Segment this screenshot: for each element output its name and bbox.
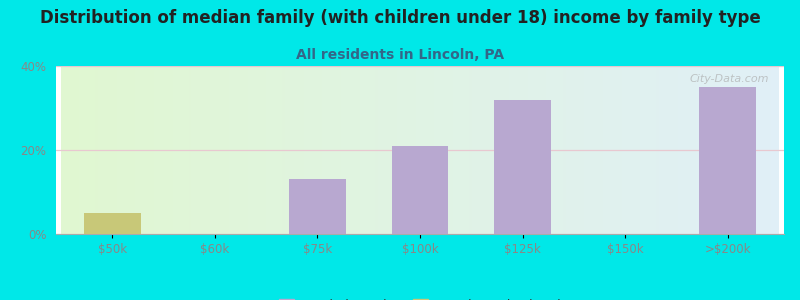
Bar	[392, 146, 448, 234]
Bar	[84, 213, 141, 234]
Text: All residents in Lincoln, PA: All residents in Lincoln, PA	[296, 48, 504, 62]
Text: Distribution of median family (with children under 18) income by family type: Distribution of median family (with chil…	[40, 9, 760, 27]
Bar	[699, 87, 756, 234]
Bar	[290, 179, 346, 234]
Legend: Married couple, Female, no husband: Married couple, Female, no husband	[274, 294, 566, 300]
Bar	[494, 100, 550, 234]
Text: City-Data.com: City-Data.com	[690, 74, 770, 84]
